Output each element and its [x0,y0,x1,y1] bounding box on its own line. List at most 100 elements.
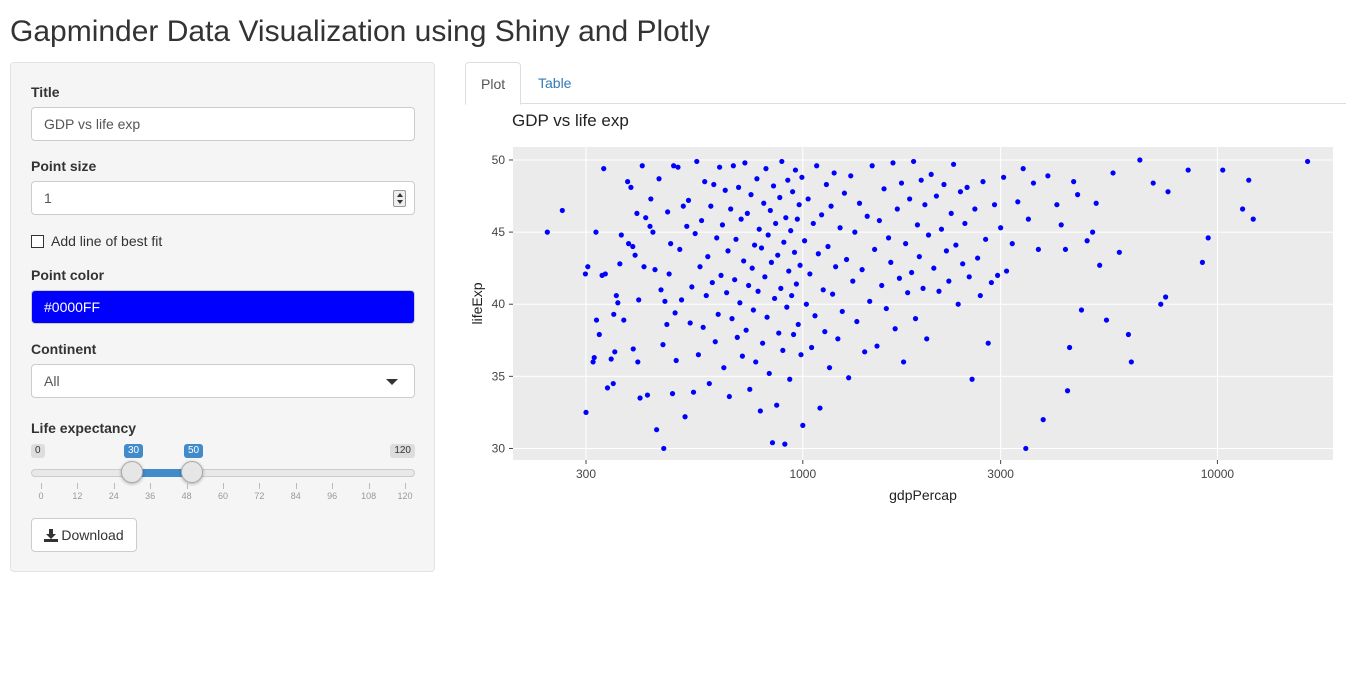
slider-track[interactable] [31,469,415,477]
data-point [1125,331,1132,338]
data-point [714,235,720,241]
data-point [925,232,932,238]
point-color-input[interactable]: #0000FF [31,290,415,324]
data-point [826,365,833,371]
data-point [690,389,697,395]
data-point [1001,174,1007,180]
data-point [859,267,865,273]
data-point [931,265,937,271]
slider-tick-label: 0 [38,491,44,501]
life-exp-slider[interactable]: 0 120 30 50 0 12 24 36 48 60 72 84 96 108 120 [31,443,415,513]
y-tick-label: 45 [492,225,506,239]
data-point [1137,157,1143,163]
data-point [823,181,829,188]
data-point [630,243,636,250]
data-point [788,228,794,234]
data-point [975,255,981,261]
chart-title: GDP vs life exp [512,111,629,130]
data-point [632,252,638,258]
data-point [805,196,811,202]
data-point [741,258,747,264]
data-point [705,254,711,260]
data-point [730,163,736,169]
data-point [652,267,658,273]
data-point [862,349,868,355]
title-input[interactable]: GDP vs life exp [31,107,415,141]
data-point [764,314,770,320]
slider-min-label: 0 [31,444,45,458]
data-point [755,288,761,294]
data-point [792,167,799,173]
slider-tick-label: 96 [327,491,338,501]
data-point [922,202,928,208]
data-point [936,288,942,294]
data-point [879,282,885,289]
data-point [613,292,619,299]
data-point [680,203,686,209]
data-point [687,320,693,326]
scatter-chart-svg[interactable]: 30 35 40 45 50 300 1000 3000 10000 GDP vs life ex… [465,105,1346,515]
data-point [617,261,623,267]
x-tick-label: 300 [576,467,596,481]
data-point [909,269,915,276]
data-point [803,301,809,307]
tab-plot[interactable]: Plot [465,62,522,105]
point-size-stepper[interactable] [393,190,406,207]
data-point [918,177,924,183]
data-point [995,272,1001,278]
best-fit-row[interactable]: Add line of best fit [31,233,162,249]
data-point [666,271,672,277]
data-point [774,402,780,408]
data-point [1304,158,1311,165]
tab-table[interactable]: Table [523,62,586,104]
data-point [726,393,732,400]
data-point [991,202,998,208]
data-point [1097,262,1103,268]
data-point [644,392,651,398]
data-point [615,300,621,306]
data-point [757,408,763,414]
data-point [815,251,821,257]
continent-value: All [44,373,60,389]
data-point [668,241,674,247]
data-point [778,285,784,291]
data-point [643,215,649,221]
data-point [697,264,703,270]
data-point [544,229,550,235]
point-size-label: Point size [31,158,97,174]
download-icon [44,529,59,542]
data-point [665,209,671,215]
data-point [928,171,934,178]
data-point [780,347,786,353]
stepper-down-icon[interactable] [397,200,403,204]
y-tick-label: 40 [492,297,506,311]
slider-low-handle[interactable] [121,461,143,483]
data-point [1163,294,1169,300]
data-point [876,217,882,224]
data-point [671,163,677,169]
data-point [1199,259,1206,265]
data-point [669,391,676,397]
data-point [635,359,641,365]
continent-label: Continent [31,341,97,357]
data-point [810,220,816,227]
data-point [768,259,775,265]
best-fit-checkbox[interactable] [31,234,44,248]
data-point [1054,202,1060,208]
data-point [790,189,796,195]
data-point [943,248,950,254]
continent-select[interactable]: All [31,364,415,398]
download-button[interactable]: Download [31,518,137,552]
data-point [962,220,968,227]
data-point [953,242,959,248]
data-point [1074,191,1081,198]
slider-high-handle[interactable] [181,461,203,483]
data-point [900,359,907,365]
data-point [748,191,754,198]
slider-range-bar[interactable] [132,469,194,477]
data-point [742,160,748,166]
scatter-plot[interactable]: 30 35 40 45 50 300 1000 3000 10000 GDP vs life ex… [465,105,1346,515]
point-size-input[interactable]: 1 [31,181,415,215]
data-point [729,316,735,322]
stepper-up-icon[interactable] [397,193,403,197]
